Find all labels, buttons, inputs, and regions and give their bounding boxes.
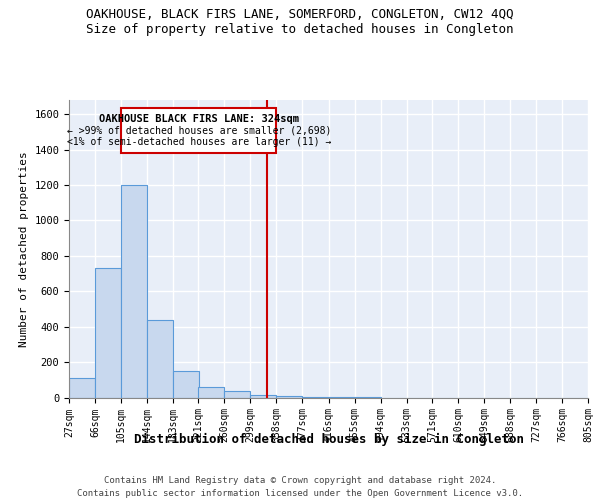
Bar — [250, 395, 277, 398]
Text: Contains HM Land Registry data © Crown copyright and database right 2024.: Contains HM Land Registry data © Crown c… — [104, 476, 496, 485]
Bar — [277, 396, 302, 398]
Text: <1% of semi-detached houses are larger (11) →: <1% of semi-detached houses are larger (… — [67, 137, 331, 147]
Text: OAKHOUSE BLACK FIRS LANE: 324sqm: OAKHOUSE BLACK FIRS LANE: 324sqm — [99, 114, 299, 124]
Text: OAKHOUSE, BLACK FIRS LANE, SOMERFORD, CONGLETON, CW12 4QQ: OAKHOUSE, BLACK FIRS LANE, SOMERFORD, CO… — [86, 8, 514, 20]
Bar — [224, 392, 250, 398]
Y-axis label: Number of detached properties: Number of detached properties — [19, 151, 29, 346]
Bar — [121, 108, 277, 153]
Text: ← >99% of detached houses are smaller (2,698): ← >99% of detached houses are smaller (2… — [67, 126, 331, 136]
Bar — [173, 371, 199, 398]
Bar — [95, 268, 121, 398]
Text: Size of property relative to detached houses in Congleton: Size of property relative to detached ho… — [86, 22, 514, 36]
Text: Contains public sector information licensed under the Open Government Licence v3: Contains public sector information licen… — [77, 489, 523, 498]
Text: Distribution of detached houses by size in Congleton: Distribution of detached houses by size … — [134, 432, 524, 446]
Bar — [69, 378, 95, 398]
Bar — [121, 185, 147, 398]
Bar — [147, 320, 173, 398]
Bar — [199, 387, 224, 398]
